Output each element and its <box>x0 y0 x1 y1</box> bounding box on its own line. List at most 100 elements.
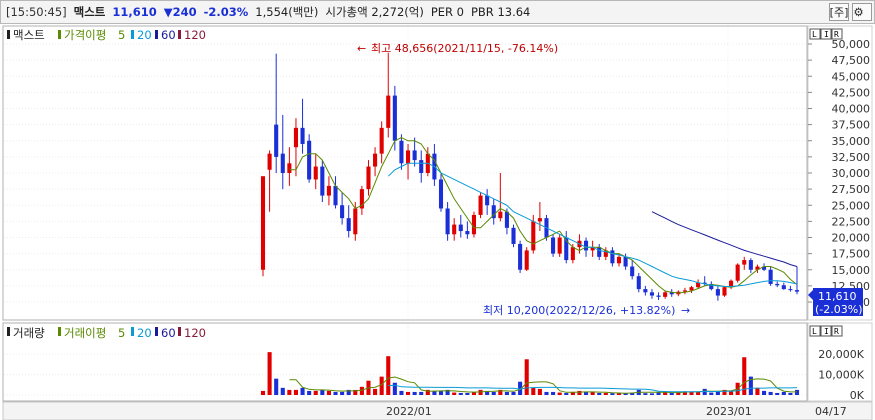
stock-chart[interactable]: 맥스트 가격이평 5 20 60 120 거래량 거래이평 5 20 60 12… <box>0 24 875 420</box>
candle-body <box>669 292 674 295</box>
candle-body <box>478 195 483 215</box>
candle-body <box>293 127 299 148</box>
candle-body <box>570 247 575 261</box>
candle-body <box>689 287 694 291</box>
candle-body <box>458 224 463 232</box>
candle-body <box>287 163 292 173</box>
volume-panel-frame <box>2 322 808 402</box>
current-pct-label: (-2.03%) <box>815 303 863 316</box>
volume-bar <box>709 392 714 395</box>
candle-body <box>333 185 338 206</box>
price-tick-label: 50,000 <box>832 38 871 51</box>
volume-bar <box>676 392 681 395</box>
vol-ma120-legend: 120 <box>184 326 206 340</box>
candle-body <box>412 150 417 161</box>
volume-right-button[interactable] <box>831 325 843 337</box>
price-tick-label: 17,500 <box>832 248 871 261</box>
trading-value: 1,554(백만) <box>255 5 319 19</box>
candle-body <box>768 269 773 284</box>
volume-bar <box>537 388 542 395</box>
candle-body <box>260 176 266 270</box>
volume-bar <box>663 392 668 395</box>
candle-body <box>755 266 760 270</box>
candle-body <box>722 287 727 296</box>
stock-type-button[interactable]: [주] <box>829 3 849 21</box>
candle-body <box>788 289 793 291</box>
candle-body <box>353 208 358 235</box>
stock-name[interactable]: 맥스트 <box>73 5 106 19</box>
volume-bar <box>359 386 364 395</box>
volume-bar <box>340 391 345 395</box>
high-annotation: ← 최고 48,656(2021/11/15, -76.14%) <box>357 42 558 55</box>
volume-bar <box>471 391 477 395</box>
volume-bar <box>274 378 279 395</box>
candle-body <box>518 243 523 270</box>
ma5-legend-marker <box>58 30 61 39</box>
candle-body <box>386 95 391 128</box>
market-cap: 시가총액 2,272(억) <box>325 5 424 19</box>
candle-body <box>583 240 589 251</box>
volume-bar <box>794 389 800 395</box>
volume-bar <box>583 391 589 395</box>
price-tick-label: 37,500 <box>832 119 871 132</box>
volume-ma20-line <box>388 384 798 393</box>
current-price-badge: 11,610 (-2.03%) <box>808 288 863 316</box>
price-legend-marker <box>7 30 10 39</box>
volume-bar <box>353 389 358 395</box>
price-left-button[interactable] <box>809 28 821 40</box>
volume-bar <box>445 389 450 395</box>
volume-bar <box>768 391 773 395</box>
candle-body <box>392 95 397 141</box>
volume-bar <box>465 392 470 395</box>
candle-body <box>307 140 312 180</box>
volume-bar <box>742 357 747 395</box>
volume-bar <box>590 391 595 395</box>
price-panel-buttons: L I R <box>809 28 843 40</box>
volume-bar <box>293 389 299 395</box>
volume-bar <box>452 392 457 395</box>
volume-left-button[interactable] <box>809 325 821 337</box>
price-indicator-label: I <box>824 30 829 39</box>
candle-body <box>597 247 602 257</box>
volume-bar <box>267 352 272 395</box>
high-arrow: ← <box>357 42 366 55</box>
candle-body <box>590 247 595 251</box>
price-axis-frame <box>807 25 873 321</box>
price-indicator-button[interactable] <box>820 28 832 40</box>
current-price-label: 11,610 <box>818 290 857 303</box>
candle-body <box>405 150 411 164</box>
vol-ma20-legend-marker <box>131 327 134 336</box>
volume-bar <box>564 392 569 395</box>
price-ma5-line <box>289 136 798 294</box>
candle-body <box>742 260 747 265</box>
x-label-2023: 2023/01 <box>706 405 752 418</box>
volume-bar <box>313 390 318 395</box>
candle-body <box>794 290 800 292</box>
current-price: 11,610 <box>112 5 157 19</box>
candle-body <box>630 266 635 277</box>
candle-body <box>373 153 378 167</box>
volume-legend-title: 거래량 <box>13 326 45 340</box>
header-buttons: [주] ⚙ <box>826 3 872 21</box>
candle-body <box>320 166 325 196</box>
ma120-legend: 120 <box>184 28 206 42</box>
price-ma20-line <box>387 162 798 287</box>
candle-body <box>326 185 331 196</box>
volume-tick-label: 0K <box>850 389 865 402</box>
candle-body <box>564 237 569 261</box>
candle-body <box>616 256 622 264</box>
candle-body <box>729 280 734 288</box>
volume-bar <box>307 390 312 395</box>
ma20-legend: 20 <box>137 28 152 42</box>
volume-bar <box>696 391 701 395</box>
volume-bar <box>649 393 655 395</box>
volume-indicator-button[interactable] <box>820 325 832 337</box>
settings-button[interactable]: ⚙ <box>852 3 872 21</box>
volume-bar <box>485 390 490 395</box>
volume-bar <box>432 390 437 395</box>
volume-bar <box>504 391 509 395</box>
vol-ma20-legend: 20 <box>137 326 152 340</box>
volume-bar <box>597 392 602 395</box>
moving-average-lines <box>289 136 798 294</box>
price-right-button[interactable] <box>831 28 843 40</box>
